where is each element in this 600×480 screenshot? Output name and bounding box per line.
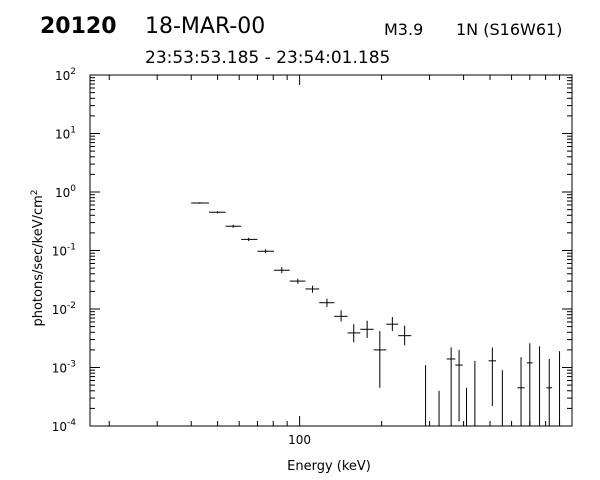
data-point (546, 358, 553, 426)
y-axis-label: photons/sec/keV/cm2 (30, 189, 46, 326)
y-tick-label: 10-2 (52, 301, 76, 317)
data-point (455, 349, 463, 422)
data-point (334, 310, 348, 322)
data-point (257, 249, 274, 254)
plot-frame (89, 74, 573, 427)
x-axis-label: Energy (keV) (287, 459, 371, 474)
data-point (209, 211, 226, 214)
data-point (386, 316, 399, 332)
event-id: 20120 (40, 14, 117, 39)
data-point (398, 325, 412, 346)
data-point (446, 347, 456, 426)
event-date: 18-MAR-00 (145, 14, 266, 39)
data-point (347, 324, 361, 343)
flare-class: M3.9 (384, 20, 424, 39)
y-tick-label: 102 (55, 67, 76, 83)
data-point (319, 298, 335, 308)
data-points (191, 202, 561, 426)
data-point (225, 224, 242, 228)
data-point (191, 202, 210, 204)
data-point (289, 278, 306, 284)
plot-axes: 10-4 10-3 10-2 10-1 100 101 102 100 (52, 67, 573, 447)
data-point (517, 357, 525, 426)
y-tick-label: 10-3 (52, 360, 76, 376)
data-point (526, 343, 533, 426)
time-range: 23:53:53.185 - 23:54:01.185 (145, 48, 391, 68)
y-tick-label: 101 (55, 126, 76, 142)
data-point (273, 267, 290, 274)
flare-location: 1N (S16W61) (456, 20, 563, 39)
data-point (360, 320, 374, 338)
data-point (373, 331, 387, 388)
data-point (488, 347, 497, 406)
y-tick-label: 10-4 (52, 418, 77, 434)
data-point (305, 285, 320, 293)
data-point (241, 237, 258, 242)
x-tick-label: 100 (288, 433, 311, 447)
y-tick-label: 10-1 (52, 243, 76, 259)
y-tick-label: 100 (55, 184, 76, 200)
